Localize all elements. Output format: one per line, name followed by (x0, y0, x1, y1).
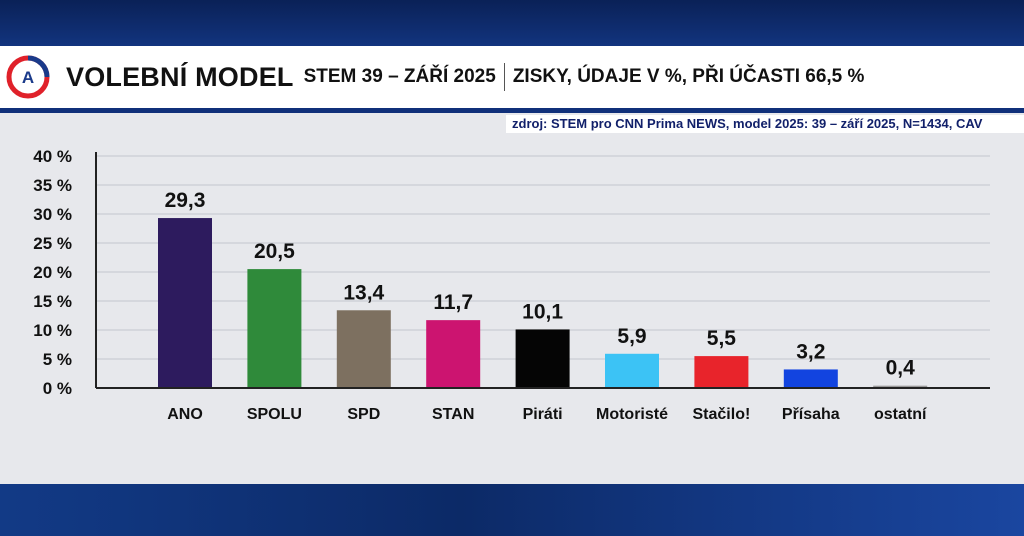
page-info: ZISKY, ÚDAJE V %, PŘI ÚČASTI 66,5 % (512, 66, 865, 87)
bar-stačilo! (694, 356, 749, 388)
x-tick-label: ostatní (874, 406, 927, 423)
bottom-background (0, 484, 1024, 536)
value-label: 5,5 (707, 327, 737, 350)
x-tick-label: Přísaha (782, 406, 840, 423)
value-label: 10,1 (522, 300, 563, 323)
x-tick-label: Stačilo! (693, 406, 751, 423)
y-tick-label: 15 % (33, 292, 72, 311)
y-tick-label: 0 % (43, 379, 72, 398)
x-tick-label: SPD (347, 406, 380, 423)
value-label: 3,2 (796, 340, 825, 363)
value-label: 0,4 (886, 357, 916, 380)
y-tick-label: 40 % (33, 147, 72, 166)
bar-ano (158, 218, 212, 388)
y-tick-label: 5 % (43, 350, 72, 369)
bar-spd (336, 310, 391, 388)
value-label: 11,7 (433, 291, 473, 314)
page-subtitle: STEM 39 – ZÁŘÍ 2025 (303, 66, 496, 87)
source-note: zdroj: STEM pro CNN Prima NEWS, model 20… (506, 115, 1024, 133)
page-title: VOLEBNÍ MODEL (66, 61, 294, 92)
y-tick-label: 35 % (33, 176, 72, 195)
value-label: 20,5 (254, 240, 295, 263)
x-tick-label: Piráti (523, 406, 563, 423)
value-label: 29,3 (165, 189, 206, 212)
y-tick-label: 25 % (33, 234, 72, 253)
value-label: 13,4 (343, 281, 384, 304)
top-background (0, 0, 1024, 46)
x-axis-labels: ANO SPOLU SPD STAN Piráti Motoristé Stačilo! Př… (167, 406, 927, 423)
y-tick-label: 20 % (33, 263, 72, 282)
bar-stan (426, 320, 481, 388)
chart-grid (96, 155, 990, 360)
x-tick-label: SPOLU (247, 406, 302, 423)
x-tick-label: STAN (432, 406, 474, 423)
prima-logo-icon: A (6, 55, 50, 99)
bar-chart: 0 %5 %10 %15 %20 %25 %30 %35 %40 % 29,32… (33, 147, 990, 423)
x-tick-label: ANO (167, 406, 203, 423)
y-tick-label: 10 % (33, 321, 72, 340)
header-bar: A VOLEBNÍ MODEL STEM 39 – ZÁŘÍ 2025 ZISK… (0, 46, 1024, 113)
value-label: 5,9 (617, 325, 646, 348)
logo-letter: A (22, 68, 34, 87)
bar-piráti (515, 329, 570, 388)
bar-spolu (247, 269, 302, 388)
bar-ostatní (873, 385, 928, 388)
chart-bars (158, 218, 928, 388)
bar-přísaha (783, 369, 838, 388)
y-tick-label: 30 % (33, 205, 72, 224)
x-tick-label: Motoristé (596, 406, 668, 423)
y-axis-ticks: 0 % 5 % 10 % 15 % 20 % 25 % 30 % 35 % 40 % (33, 147, 72, 398)
bar-motoristé (605, 353, 659, 388)
title-divider (503, 63, 505, 91)
value-labels: 29,3 20,5 13,4 11,7 10,1 5,9 5,5 3,2 0,4 (165, 189, 916, 380)
chart-panel: zdroj: STEM pro CNN Prima NEWS, model 20… (0, 113, 1024, 484)
